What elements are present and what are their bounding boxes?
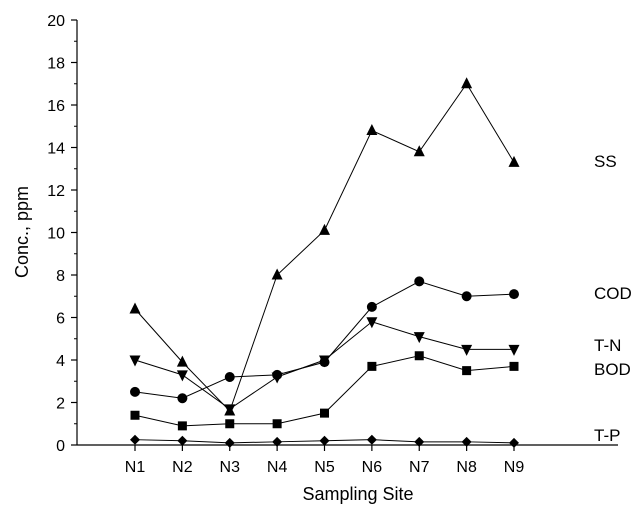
series-bod-point [272, 419, 282, 429]
series-ss-label: SS [594, 152, 617, 171]
series-t-n-point [413, 332, 425, 344]
series-t-p-point [272, 436, 283, 447]
series-t-p-point [130, 434, 140, 445]
series-t-p-label: T-P [594, 426, 620, 445]
series-t-n-label: T-N [594, 336, 621, 355]
x-tick-label: N7 [409, 459, 430, 476]
series-ss-point [319, 223, 330, 235]
y-tick-label: 8 [56, 268, 65, 285]
series-cod-point [509, 289, 519, 300]
series-bod-point [177, 421, 187, 431]
y-tick-label: 2 [56, 396, 65, 413]
series-t-n-point [508, 344, 520, 356]
series-t-n-point [366, 317, 378, 329]
y-tick-label: 4 [56, 353, 65, 370]
series-t-n-point [319, 355, 330, 367]
axes: 0 2 4 6 8 10 12 14 16 18 20 N1 N2 N3 N4 N5 N6 N7 N8 N9 [47, 13, 618, 476]
series-t-n-point [271, 372, 283, 384]
series-ss-point [176, 355, 188, 367]
series-bod-point [414, 351, 424, 361]
x-tick-label: N2 [172, 459, 193, 476]
x-tick-label: N3 [220, 459, 241, 476]
series-ss-point [508, 155, 520, 167]
x-tick-label: N4 [267, 459, 288, 476]
series-t-n-point [176, 370, 188, 382]
series-t-p-point [224, 437, 235, 448]
series-t-p-point [414, 436, 425, 447]
series-cod-label: COD [594, 284, 632, 303]
series-ss-point [271, 268, 283, 280]
series-bod-point [509, 361, 519, 371]
series-bod-point [130, 410, 140, 420]
y-tick-label: 20 [47, 13, 65, 30]
series-t-p-point [461, 436, 472, 447]
series-cod-point [177, 393, 188, 404]
series-t-p-point [177, 435, 188, 446]
y-tick-label: 14 [47, 141, 65, 158]
x-tick-label: N1 [125, 459, 146, 476]
series-t-p-point [366, 434, 377, 445]
series-cod-line [134, 280, 515, 399]
series-bod-point [320, 408, 329, 418]
series-t-n-point [461, 344, 473, 356]
y-tick-label: 12 [47, 183, 65, 200]
series-bod-point [462, 366, 472, 376]
y-tick-label: 16 [47, 98, 65, 115]
series-layer: SS COD T-N BOD T-P [129, 77, 632, 448]
series-t-p-point [509, 437, 519, 448]
x-tick-label: N6 [362, 459, 383, 476]
x-axis-title: Sampling Site [302, 484, 413, 504]
series-cod-point [224, 372, 235, 382]
series-bod-point [367, 361, 377, 371]
series-bod-label: BOD [594, 360, 631, 379]
y-tick-label: 0 [56, 438, 65, 455]
series-cod-point [130, 386, 140, 397]
series-t-p-point [319, 435, 330, 446]
series-ss-point [366, 124, 378, 135]
y-axis-title: Conc., ppm [12, 186, 32, 278]
y-tick-label: 10 [47, 226, 65, 243]
y-tick-label: 18 [47, 56, 65, 73]
series-cod-point [414, 276, 425, 287]
series-cod-point [366, 301, 377, 312]
series-cod-point [461, 291, 472, 302]
series-ss-point [129, 302, 141, 314]
x-tick-label: N9 [504, 459, 525, 476]
series-t-n-point [224, 404, 236, 416]
series-ss-point [413, 145, 425, 157]
y-tick-label: 6 [56, 311, 65, 328]
series-ss-point [461, 77, 473, 89]
series-t-n-point [129, 355, 141, 367]
x-tick-label: N5 [314, 459, 335, 476]
series-bod-point [225, 419, 235, 429]
x-tick-label: N8 [456, 459, 477, 476]
